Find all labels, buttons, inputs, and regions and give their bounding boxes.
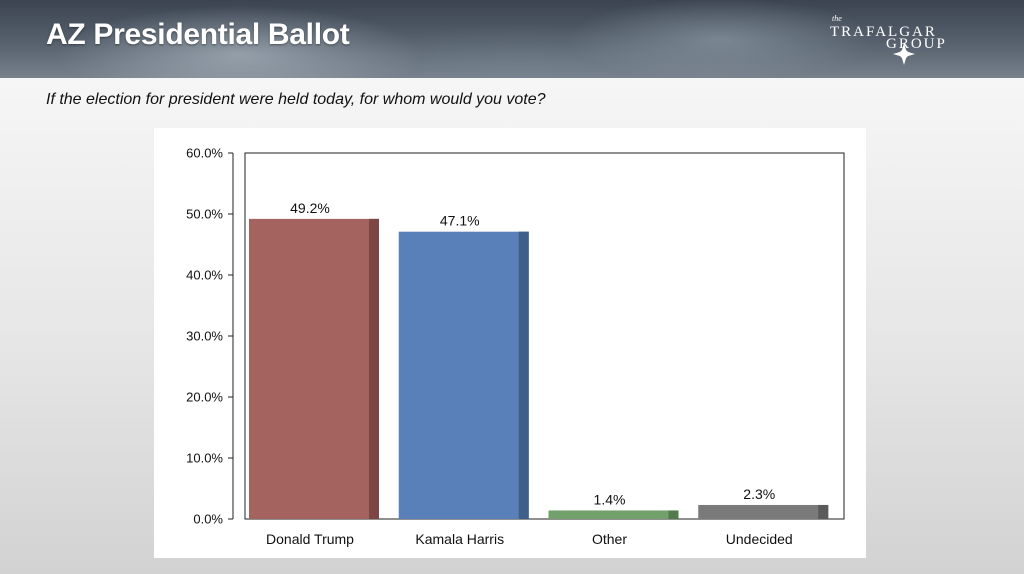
y-tick-label: 20.0% <box>186 390 223 405</box>
bar-shade-1 <box>518 231 529 519</box>
x-category-label: Undecided <box>726 531 793 547</box>
survey-question: If the election for president were held … <box>46 91 546 108</box>
x-category-label: Donald Trump <box>266 531 354 547</box>
svg-text:the: the <box>832 14 842 23</box>
chart-panel: 0.0% 10.0% 20.0% 30.0% 40.0% 50.0% 60.0% 49.2% D… <box>154 128 866 558</box>
bar-1 <box>398 231 529 519</box>
trafalgar-group-logo: the TRAFALGAR GROUP <box>830 14 947 65</box>
bar-3 <box>698 504 829 519</box>
compass-star-icon <box>893 43 915 65</box>
x-category-label: Kamala Harris <box>415 531 504 547</box>
y-tick-label: 0.0% <box>193 512 223 527</box>
svg-text:GROUP: GROUP <box>886 36 947 52</box>
y-tick-label: 30.0% <box>186 329 223 344</box>
data-label: 2.3% <box>743 486 775 502</box>
y-tick-label: 10.0% <box>186 451 223 466</box>
bar-shade-2 <box>668 510 679 519</box>
bar-shade-3 <box>818 504 829 519</box>
page-title: AZ Presidential Ballot <box>46 18 350 51</box>
plot-frame <box>244 152 845 520</box>
y-tick-label: 50.0% <box>186 207 223 222</box>
bar-0 <box>249 218 379 519</box>
header-banner: AZ Presidential Ballot the TRAFALGAR GRO… <box>0 0 1024 78</box>
svg-text:TRAFALGAR: TRAFALGAR <box>830 24 937 40</box>
y-tick-label: 60.0% <box>186 146 223 161</box>
data-label: 1.4% <box>594 491 626 507</box>
bar-shade-0 <box>369 218 379 519</box>
x-category-label: Other <box>592 531 627 547</box>
ballot-bar-chart: 0.0% 10.0% 20.0% 30.0% 40.0% 50.0% 60.0% 49.2% D… <box>186 146 845 547</box>
y-tick-label: 40.0% <box>186 268 223 283</box>
data-label: 47.1% <box>440 213 480 229</box>
data-label: 49.2% <box>290 200 330 216</box>
bar-2 <box>548 510 679 519</box>
